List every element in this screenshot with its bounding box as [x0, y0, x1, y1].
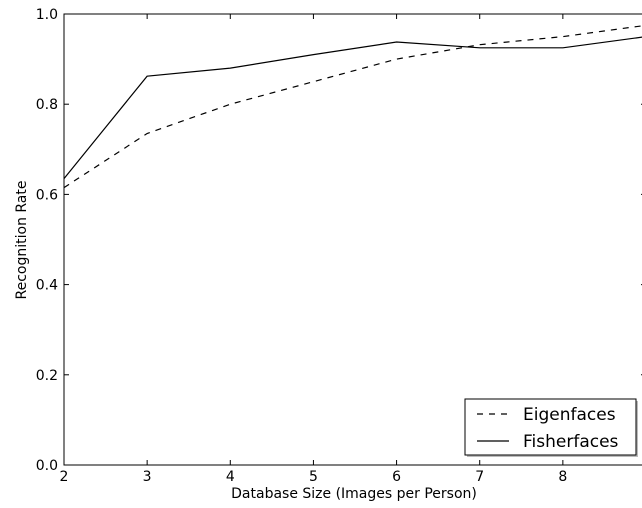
- y-axis-label: Recognition Rate: [14, 181, 30, 300]
- x-tick-label: 8: [558, 469, 567, 485]
- plot-area: [64, 14, 642, 465]
- y-tick-label: 0.0: [36, 458, 58, 474]
- y-tick-label: 1.0: [36, 7, 58, 23]
- y-tick-label: 0.2: [36, 368, 58, 384]
- y-tick-label: 0.6: [36, 187, 58, 203]
- plot-background: [64, 14, 642, 465]
- x-tick-label: 7: [475, 469, 484, 485]
- x-tick-label: 6: [392, 469, 401, 485]
- x-tick-label: 2: [60, 469, 69, 485]
- legend: Eigenfaces Fisherfaces: [465, 399, 638, 457]
- legend-label-fisherfaces: Fisherfaces: [523, 432, 619, 452]
- y-tick-label: 0.8: [36, 97, 58, 113]
- x-tick-label: 3: [143, 469, 152, 485]
- legend-label-eigenfaces: Eigenfaces: [523, 405, 616, 425]
- x-tick-label: 5: [309, 469, 318, 485]
- y-tick-label: 0.4: [36, 278, 58, 294]
- x-axis-label: Database Size (Images per Person): [231, 486, 477, 502]
- x-tick-label: 4: [226, 469, 235, 485]
